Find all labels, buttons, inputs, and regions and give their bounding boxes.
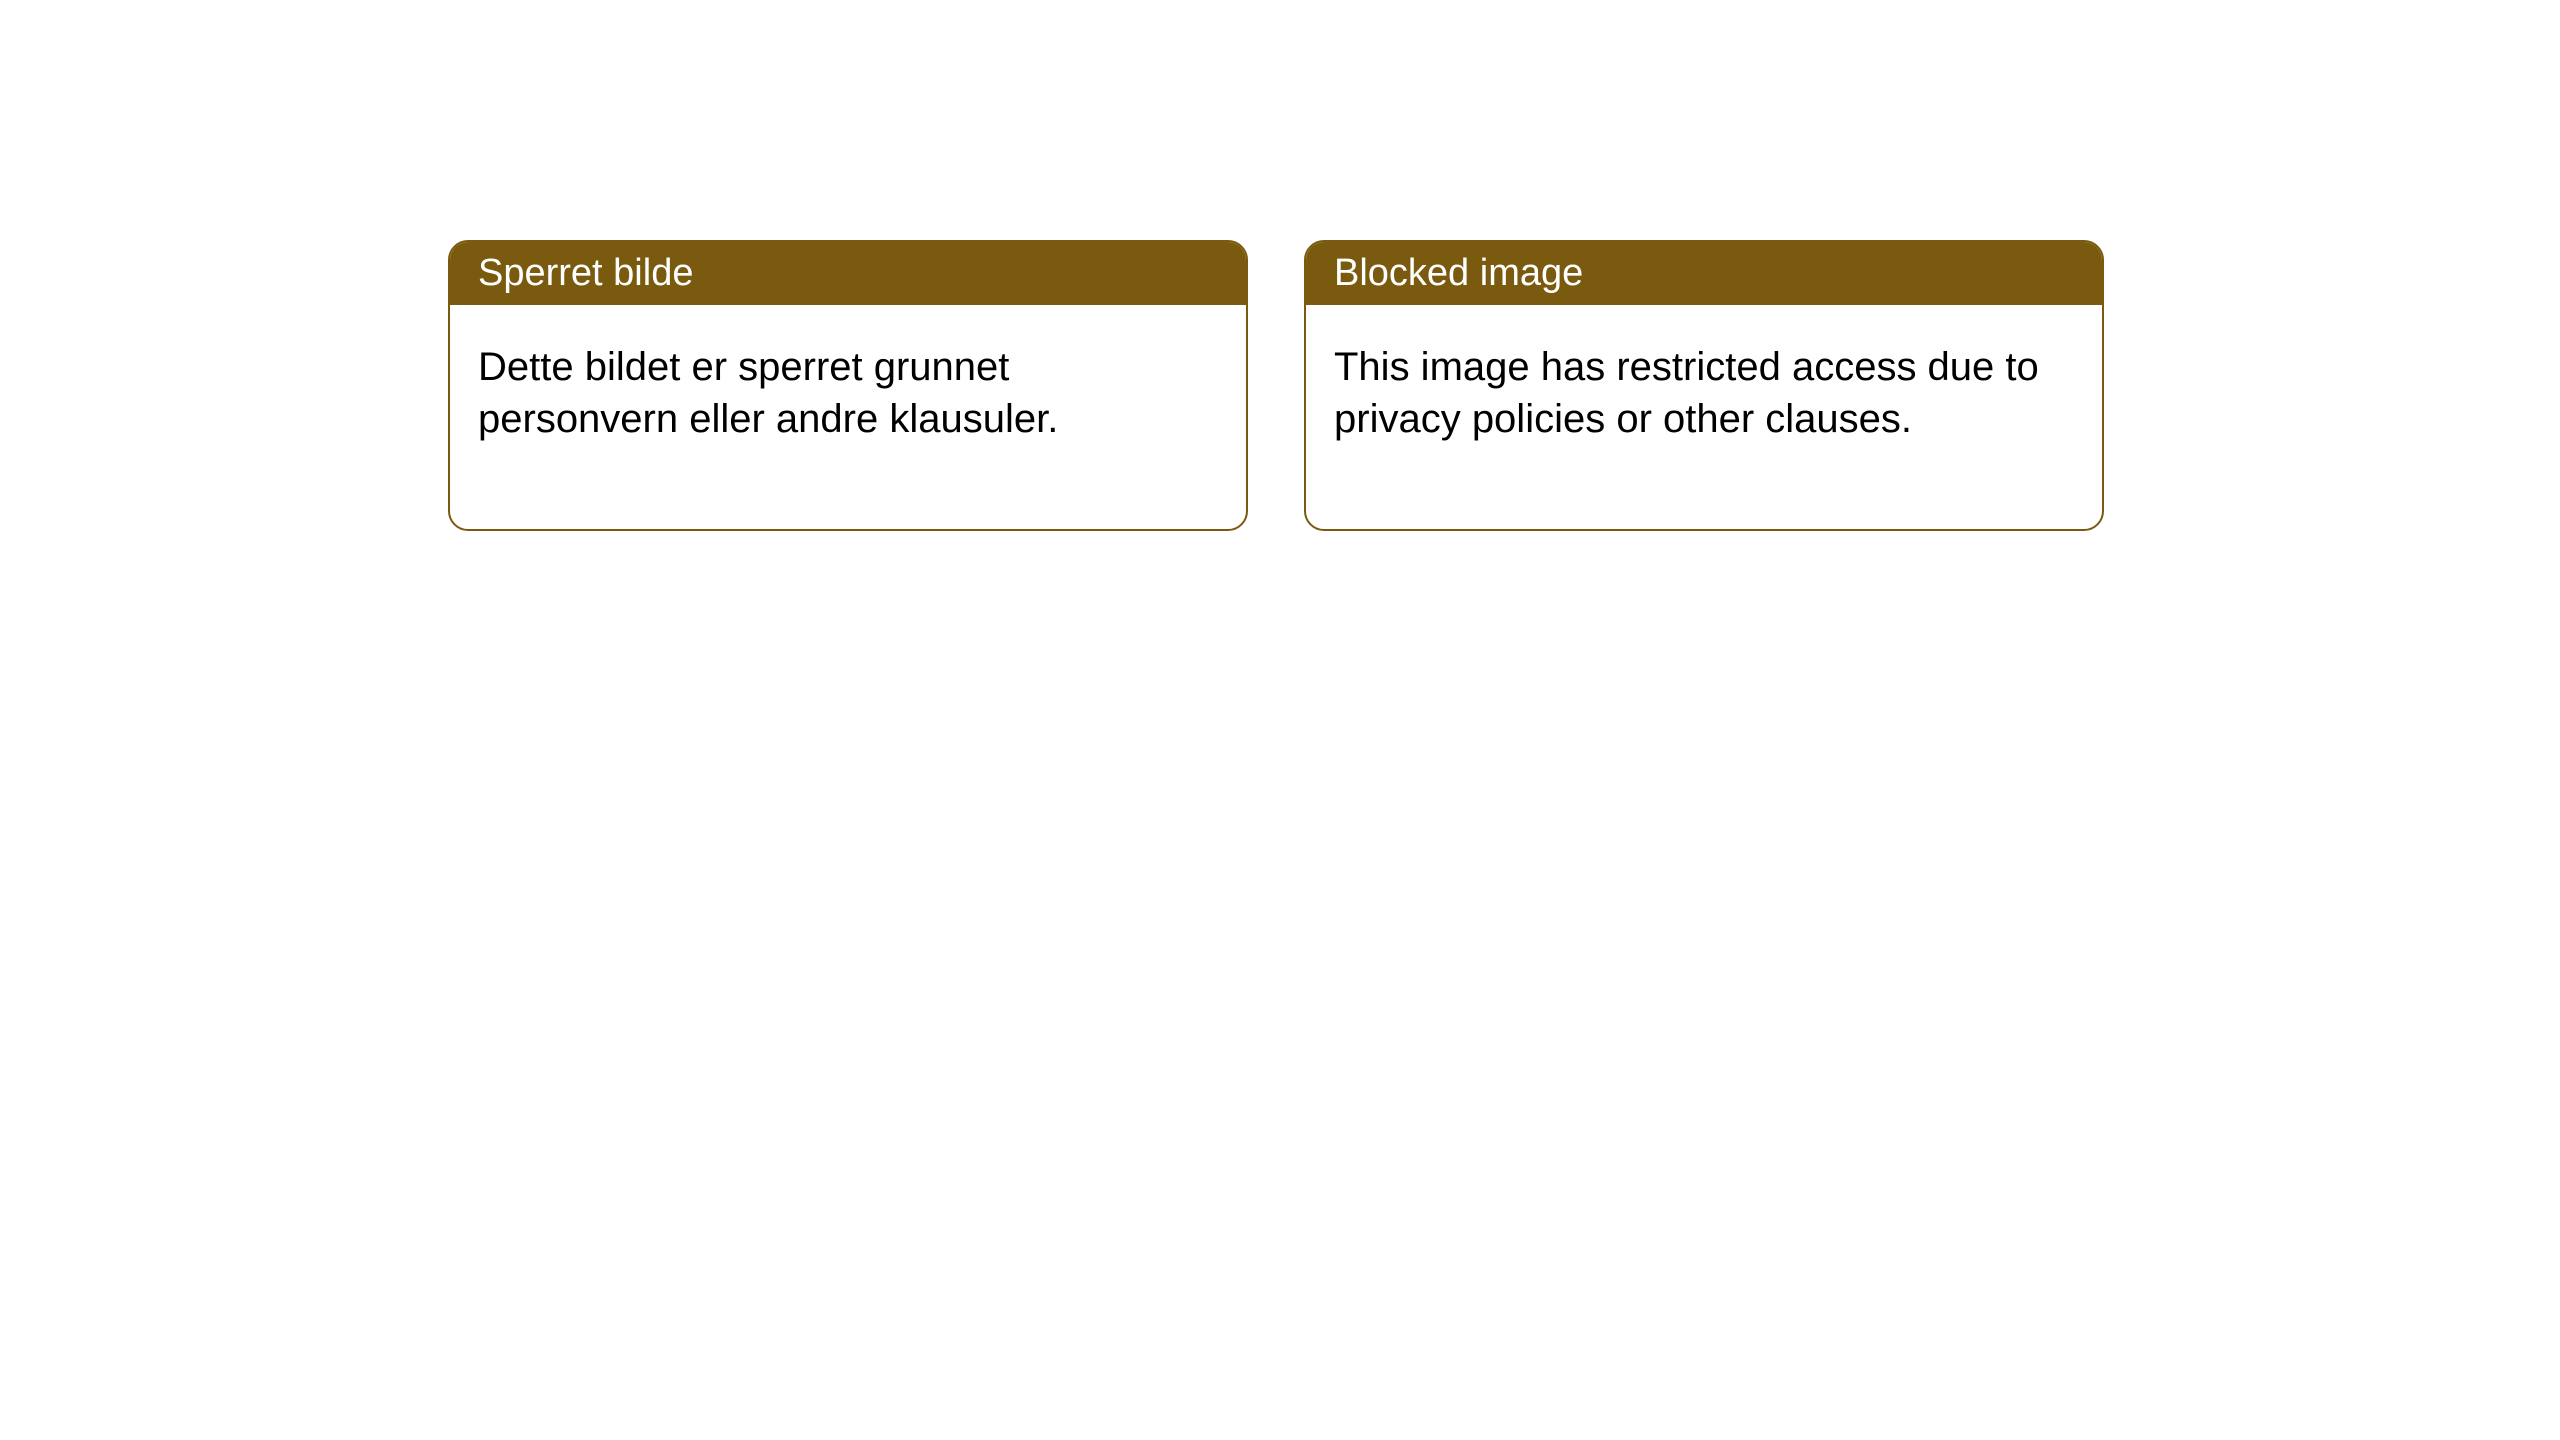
notice-card-norwegian: Sperret bilde Dette bildet er sperret gr… <box>448 240 1248 531</box>
notice-container: Sperret bilde Dette bildet er sperret gr… <box>448 240 2104 531</box>
card-body-text: Dette bildet er sperret grunnet personve… <box>478 345 1058 441</box>
card-body: Dette bildet er sperret grunnet personve… <box>450 305 1246 529</box>
card-title: Blocked image <box>1334 252 1583 294</box>
card-title: Sperret bilde <box>478 252 693 294</box>
card-body-text: This image has restricted access due to … <box>1334 345 2039 441</box>
card-body: This image has restricted access due to … <box>1306 305 2102 529</box>
card-header: Blocked image <box>1306 242 2102 305</box>
card-header: Sperret bilde <box>450 242 1246 305</box>
notice-card-english: Blocked image This image has restricted … <box>1304 240 2104 531</box>
